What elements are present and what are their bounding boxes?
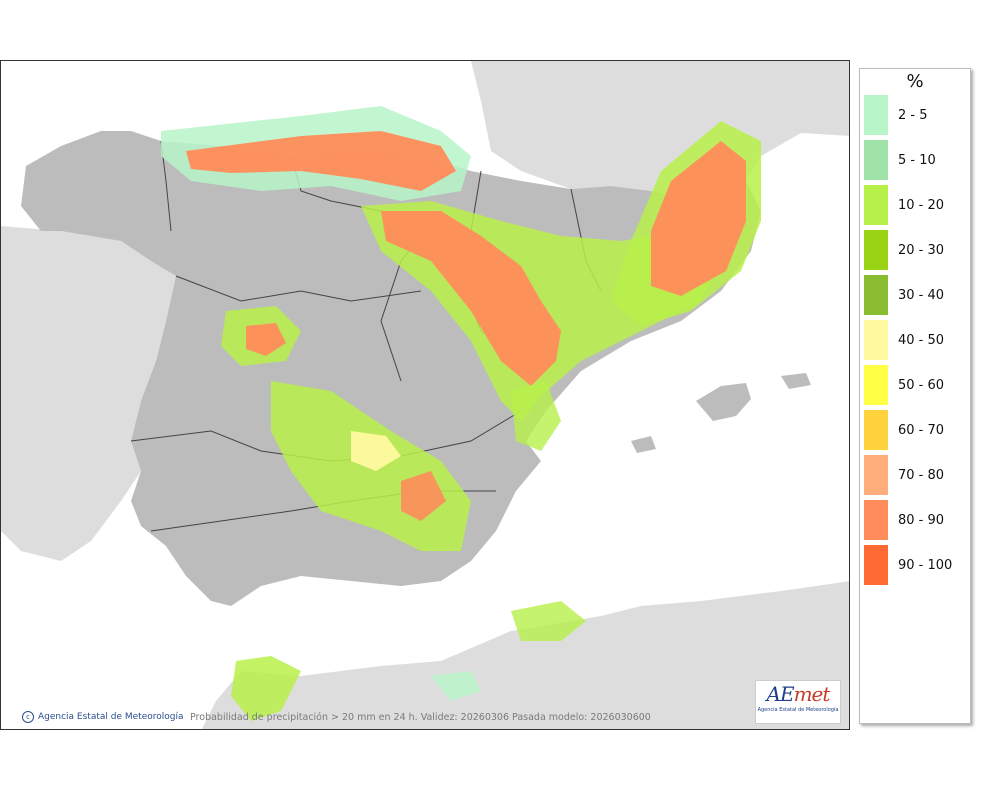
legend-label: 10 - 20 (898, 197, 945, 213)
africa-landmass (202, 581, 849, 729)
copyright-icon: c (22, 711, 34, 723)
agency-credit-text: Agencia Estatal de Meteorología (38, 712, 184, 722)
legend-item: 60 - 70 (864, 410, 970, 450)
legend-swatch (864, 410, 888, 450)
legend-label: 80 - 90 (898, 512, 945, 528)
legend-swatch (864, 95, 888, 135)
legend-item: 40 - 50 (864, 320, 970, 360)
menorca-island (781, 373, 811, 389)
prob-zone-alboran (511, 601, 586, 641)
legend-label: 20 - 30 (898, 242, 945, 258)
mallorca-island (696, 383, 751, 421)
legend-item: 20 - 30 (864, 230, 970, 270)
legend-swatch (864, 275, 888, 315)
legend-unit: % (906, 71, 924, 92)
legend-label: 50 - 60 (898, 377, 945, 393)
prob-zone-africa-coast (431, 671, 481, 701)
forecast-map[interactable] (0, 60, 850, 730)
legend-swatch (864, 455, 888, 495)
prob-zone-segura (401, 471, 446, 521)
aemet-logo: AEmet Agencia Estatal de Meteorología (755, 680, 841, 724)
legend-swatch (864, 500, 888, 540)
agency-credit: c Agencia Estatal de Meteorología (22, 711, 184, 723)
legend-item: 90 - 100 (864, 545, 970, 585)
aemet-logo-mark: AEmet (766, 682, 831, 706)
legend-label: 90 - 100 (898, 557, 953, 573)
legend-swatch (864, 185, 888, 225)
prob-zone-levante (511, 381, 561, 451)
legend-label: 30 - 40 (898, 287, 945, 303)
legend-swatch (864, 320, 888, 360)
legend-label: 40 - 50 (898, 332, 945, 348)
legend-label: 5 - 10 (898, 152, 936, 168)
portugal-landmass (1, 226, 176, 561)
aemet-logo-subtitle: Agencia Estatal de Meteorología (757, 707, 839, 713)
legend-item: 80 - 90 (864, 500, 970, 540)
prob-zone-strait (231, 656, 301, 721)
legend-swatch (864, 140, 888, 180)
legend-item: 70 - 80 (864, 455, 970, 495)
legend-item: 30 - 40 (864, 275, 970, 315)
prob-zone-la-mancha-core (351, 431, 401, 471)
legend-label: 2 - 5 (898, 107, 928, 123)
map-caption: Probabilidad de precipitación > 20 mm en… (190, 712, 651, 723)
legend-swatch (864, 365, 888, 405)
color-legend: % 2 - 5 5 - 10 10 - 20 20 - 30 30 - 40 40 - 5… (859, 68, 971, 724)
ibiza-island (631, 436, 656, 453)
prob-zone-ebro-core (381, 211, 561, 386)
legend-swatch (864, 545, 888, 585)
probability-overlay (161, 106, 761, 721)
legend-item: 50 - 60 (864, 365, 970, 405)
legend-label: 70 - 80 (898, 467, 945, 483)
prob-zone-catalunya-core (651, 141, 746, 296)
prob-zone-cantabrico-core (186, 131, 456, 191)
legend-swatch (864, 230, 888, 270)
prob-zone-sistema-central-core (246, 323, 286, 356)
legend-item: 5 - 10 (864, 140, 970, 180)
legend-item: 10 - 20 (864, 185, 970, 225)
map-canvas (1, 61, 849, 729)
legend-label: 60 - 70 (898, 422, 945, 438)
legend-item: 2 - 5 (864, 95, 970, 135)
